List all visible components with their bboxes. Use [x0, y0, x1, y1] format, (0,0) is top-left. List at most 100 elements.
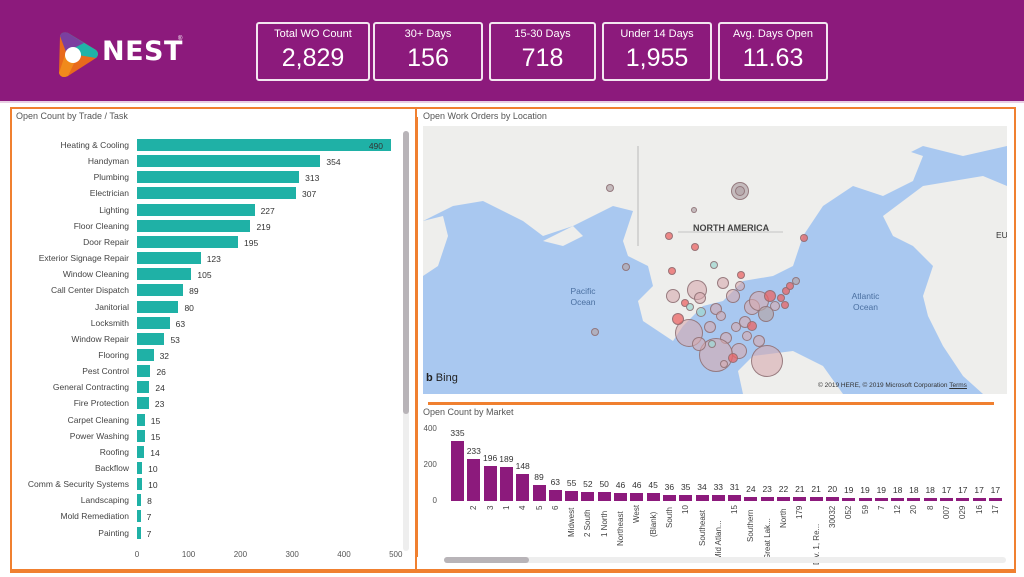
map-location-bubble[interactable] [665, 232, 673, 240]
map-location-bubble[interactable] [672, 313, 684, 325]
market-bar[interactable] [630, 492, 644, 501]
market-bar[interactable] [548, 489, 562, 501]
market-bar[interactable] [907, 497, 921, 501]
map-location-bubble[interactable] [728, 353, 738, 363]
trade-bar[interactable] [137, 365, 151, 378]
market-bar[interactable] [777, 497, 790, 501]
map-location-bubble[interactable] [691, 243, 699, 251]
map-location-bubble[interactable] [710, 261, 718, 269]
trade-bar[interactable] [137, 462, 143, 474]
market-bar[interactable] [499, 466, 513, 501]
trade-bar[interactable] [137, 284, 184, 297]
map-location-bubble[interactable] [694, 292, 706, 304]
trade-bar[interactable] [137, 268, 192, 281]
market-bar[interactable] [565, 491, 579, 501]
map-location-bubble[interactable] [717, 277, 729, 289]
map-location-bubble[interactable] [764, 290, 776, 302]
map-location-bubble[interactable] [691, 207, 697, 213]
market-bar[interactable] [825, 497, 839, 501]
trade-bar[interactable] [137, 155, 321, 168]
trade-bar[interactable] [137, 139, 391, 151]
trade-bar[interactable] [137, 252, 201, 265]
map-location-bubble[interactable] [747, 321, 757, 331]
trade-bar[interactable] [137, 429, 145, 442]
map-location-bubble[interactable] [668, 267, 676, 275]
map-location-bubble[interactable] [781, 301, 789, 309]
map-location-bubble[interactable] [591, 328, 599, 336]
market-bar[interactable] [646, 492, 660, 501]
market-bar[interactable] [891, 497, 905, 501]
location-map[interactable]: NORTH AMERICA Pacific Ocean Atlantic Ocean… [423, 126, 1007, 394]
market-bar[interactable] [972, 497, 986, 501]
map-location-bubble[interactable] [666, 289, 680, 303]
market-bar[interactable] [988, 497, 1002, 501]
market-bar[interactable] [956, 497, 970, 501]
map-location-bubble[interactable] [758, 306, 774, 322]
map-location-bubble[interactable] [708, 340, 716, 348]
trade-bar[interactable] [137, 300, 179, 313]
market-bar[interactable] [695, 494, 709, 501]
map-location-bubble[interactable] [716, 311, 726, 321]
market-data-label: 148 [515, 461, 530, 472]
market-bar[interactable] [483, 465, 497, 501]
market-bar[interactable] [858, 497, 872, 501]
map-location-bubble[interactable] [726, 289, 740, 303]
map-location-bubble[interactable] [800, 234, 808, 242]
trade-bar[interactable] [137, 445, 145, 458]
map-location-bubble[interactable] [692, 337, 706, 351]
terms-link[interactable]: Terms [949, 382, 967, 389]
trade-bar[interactable] [137, 219, 251, 232]
map-location-bubble[interactable] [696, 307, 706, 317]
market-bar[interactable] [597, 492, 611, 501]
market-bar[interactable] [793, 497, 807, 501]
trade-bar[interactable] [137, 171, 300, 184]
map-location-bubble[interactable] [735, 281, 745, 291]
trade-bar[interactable] [137, 187, 297, 200]
market-bar[interactable] [940, 497, 953, 501]
trade-bar[interactable] [137, 494, 142, 507]
map-location-bubble[interactable] [704, 321, 716, 333]
trade-bar[interactable] [137, 478, 143, 491]
map-location-bubble[interactable] [786, 282, 794, 290]
trade-bar[interactable] [137, 381, 150, 394]
market-bar[interactable] [516, 474, 530, 501]
market-bar[interactable] [744, 496, 758, 501]
market-bar[interactable] [760, 496, 774, 501]
trade-bar[interactable] [137, 332, 165, 345]
trade-bar[interactable] [137, 510, 141, 523]
map-location-bubble[interactable] [770, 301, 780, 311]
map-location-bubble[interactable] [737, 271, 745, 279]
map-location-bubble[interactable] [622, 263, 630, 271]
trade-bar[interactable] [137, 397, 149, 410]
map-location-bubble[interactable] [735, 186, 745, 196]
trade-bar[interactable] [137, 316, 170, 329]
map-location-bubble[interactable] [606, 184, 614, 192]
market-bar[interactable] [711, 495, 725, 501]
trade-bar[interactable] [137, 235, 238, 248]
market-bar[interactable] [614, 492, 627, 501]
market-bar[interactable] [809, 497, 823, 501]
market-bar[interactable] [874, 497, 888, 501]
map-location-bubble[interactable] [792, 277, 800, 285]
trade-bar[interactable] [137, 203, 255, 216]
market-bar[interactable] [923, 497, 937, 501]
market-bar[interactable] [467, 459, 481, 501]
trade-bar[interactable] [137, 348, 154, 361]
market-bar[interactable] [842, 497, 856, 501]
trade-chart-scrollbar-thumb[interactable] [403, 131, 409, 414]
map-location-bubble[interactable] [720, 360, 728, 368]
market-bar[interactable] [532, 484, 546, 501]
trade-bar[interactable] [137, 526, 141, 539]
map-location-bubble[interactable] [731, 322, 741, 332]
map-location-bubble[interactable] [742, 331, 752, 341]
market-bar[interactable] [451, 440, 464, 501]
map-location-bubble[interactable] [686, 303, 694, 311]
map-location-bubble[interactable] [751, 345, 783, 377]
market-bar[interactable] [662, 494, 676, 501]
market-bar[interactable] [581, 491, 595, 501]
market-chart-scrollbar-track[interactable] [444, 557, 1006, 563]
market-bar[interactable] [679, 494, 693, 501]
trade-bar[interactable] [137, 413, 145, 426]
market-bar[interactable] [728, 495, 742, 501]
market-chart-scrollbar-thumb[interactable] [444, 557, 529, 563]
